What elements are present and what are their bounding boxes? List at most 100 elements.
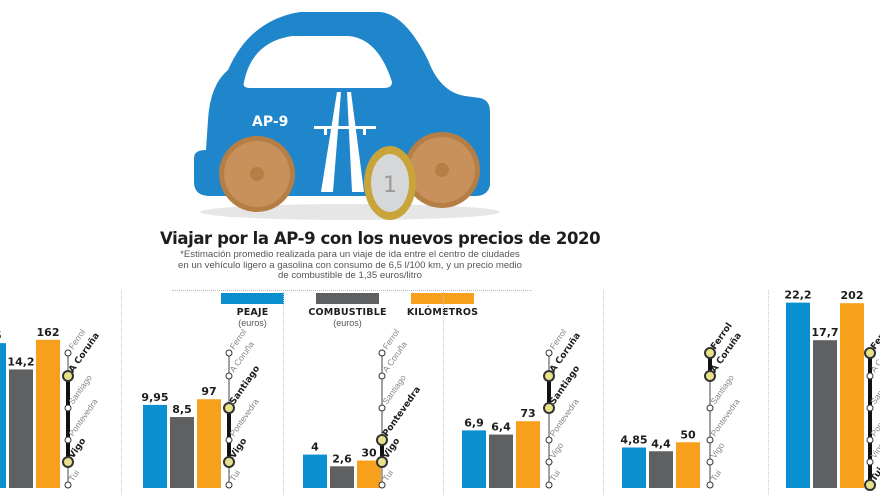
data-label: 22,2 xyxy=(784,289,811,302)
data-label: 14,2 xyxy=(7,355,34,368)
city-stop xyxy=(225,349,233,357)
city-stop xyxy=(545,436,553,444)
bar-peaje xyxy=(786,302,810,488)
svg-text:1: 1 xyxy=(383,173,397,198)
city-stop xyxy=(378,349,386,357)
data-label: 35 xyxy=(0,329,2,342)
city-stop-highlight xyxy=(704,370,716,382)
city-label: Ferrol xyxy=(869,321,880,351)
legend-label: PEAJE xyxy=(236,307,269,318)
city-stop xyxy=(64,481,72,489)
city-stop-highlight xyxy=(376,456,388,468)
bar-combustible xyxy=(813,340,837,488)
data-label: 8,5 xyxy=(172,403,192,416)
car-window xyxy=(243,36,392,88)
city-stop xyxy=(706,481,714,489)
bar-kilometros xyxy=(840,303,864,488)
city-stop-highlight xyxy=(864,479,876,491)
panel-separator xyxy=(603,290,604,495)
subtitle: *Estimación promedio realizada para un v… xyxy=(165,249,535,282)
car-label: AP-9 xyxy=(252,114,288,130)
city-label: Tui xyxy=(380,468,395,483)
bar-combustible xyxy=(489,434,513,488)
data-label: 17,7 xyxy=(811,326,838,339)
city-stop-highlight xyxy=(704,347,716,359)
data-label: 202 xyxy=(841,289,864,302)
panel-separator xyxy=(443,290,444,495)
city-stop xyxy=(378,372,386,380)
page-title: Viajar por la AP-9 con los nuevos precio… xyxy=(160,229,601,248)
city-label: Tui xyxy=(66,468,81,483)
legend-swatch-combustible xyxy=(316,293,379,304)
city-label: Vigo xyxy=(547,440,565,460)
data-label: 162 xyxy=(37,326,60,339)
city-stop xyxy=(866,404,874,412)
legend-swatch-kilometros xyxy=(411,293,474,304)
city-stop xyxy=(64,436,72,444)
city-stop-highlight xyxy=(223,456,235,468)
city-stop-highlight xyxy=(864,347,876,359)
bar-combustible xyxy=(9,369,33,488)
city-stop xyxy=(225,481,233,489)
data-label: 9,95 xyxy=(141,391,168,404)
legend-swatch-peaje xyxy=(221,293,284,304)
car-illustration: AP-9 1 xyxy=(194,12,500,220)
city-stop-highlight xyxy=(376,434,388,446)
city-stop xyxy=(225,372,233,380)
city-stop-highlight xyxy=(62,370,74,382)
divider xyxy=(172,290,532,291)
bar-peaje xyxy=(303,454,327,488)
bar-peaje xyxy=(0,343,6,488)
data-label: 4,85 xyxy=(620,434,647,447)
subtitle-line: en un vehículo ligero a gasolina con con… xyxy=(178,259,522,271)
legend-combustible: COMBUSTIBLE (euros) xyxy=(300,293,395,328)
city-stop xyxy=(545,458,553,466)
subtitle-line: de combustible de 1,35 euros/litro xyxy=(278,270,422,281)
bar-peaje xyxy=(622,447,646,488)
bar-kilometros xyxy=(36,339,60,488)
data-label: 2,6 xyxy=(332,452,352,465)
city-stop xyxy=(545,349,553,357)
city-stop xyxy=(64,404,72,412)
city-stop xyxy=(225,436,233,444)
subtitle-line: *Estimación promedio realizada para un v… xyxy=(180,249,520,260)
bar-combustible xyxy=(330,466,354,488)
data-label: 6,4 xyxy=(491,421,511,434)
city-stop-highlight xyxy=(223,402,235,414)
city-label: Tui xyxy=(547,468,562,483)
city-stop-highlight xyxy=(543,402,555,414)
data-label: 4 xyxy=(311,441,319,454)
car-shadow xyxy=(200,204,500,220)
city-stop xyxy=(706,404,714,412)
data-label: 30 xyxy=(361,447,377,460)
city-stop xyxy=(706,458,714,466)
city-label: Vigo xyxy=(708,440,726,460)
data-label: 73 xyxy=(520,407,535,420)
bar-kilometros xyxy=(676,442,700,488)
city-stop xyxy=(866,458,874,466)
city-label: Tui xyxy=(227,468,242,483)
data-label: 4,4 xyxy=(651,437,671,450)
city-stop-highlight xyxy=(62,456,74,468)
panel-separator xyxy=(768,290,769,495)
bar-combustible xyxy=(649,451,673,488)
legend-unit: (euros) xyxy=(333,318,362,328)
bar-kilometros xyxy=(516,421,540,488)
city-label: Tui xyxy=(708,468,723,483)
city-stop xyxy=(706,436,714,444)
city-label: Vigo xyxy=(868,440,880,460)
front-wheel xyxy=(219,136,295,212)
data-label: 97 xyxy=(201,385,216,398)
rear-wheel xyxy=(404,132,480,208)
bar-kilometros xyxy=(197,399,221,488)
legend-kilometros: KILÓMETROS xyxy=(395,293,490,318)
city-stop xyxy=(378,404,386,412)
bar-combustible xyxy=(170,417,194,488)
city-label: Tui xyxy=(869,466,880,484)
panel-separator xyxy=(121,290,122,495)
euro-coin-icon: 1 xyxy=(364,146,416,220)
legend-label: KILÓMETROS xyxy=(406,307,479,318)
legend-unit: (euros) xyxy=(238,318,267,328)
panel-separator xyxy=(283,290,284,495)
city-stop xyxy=(378,481,386,489)
